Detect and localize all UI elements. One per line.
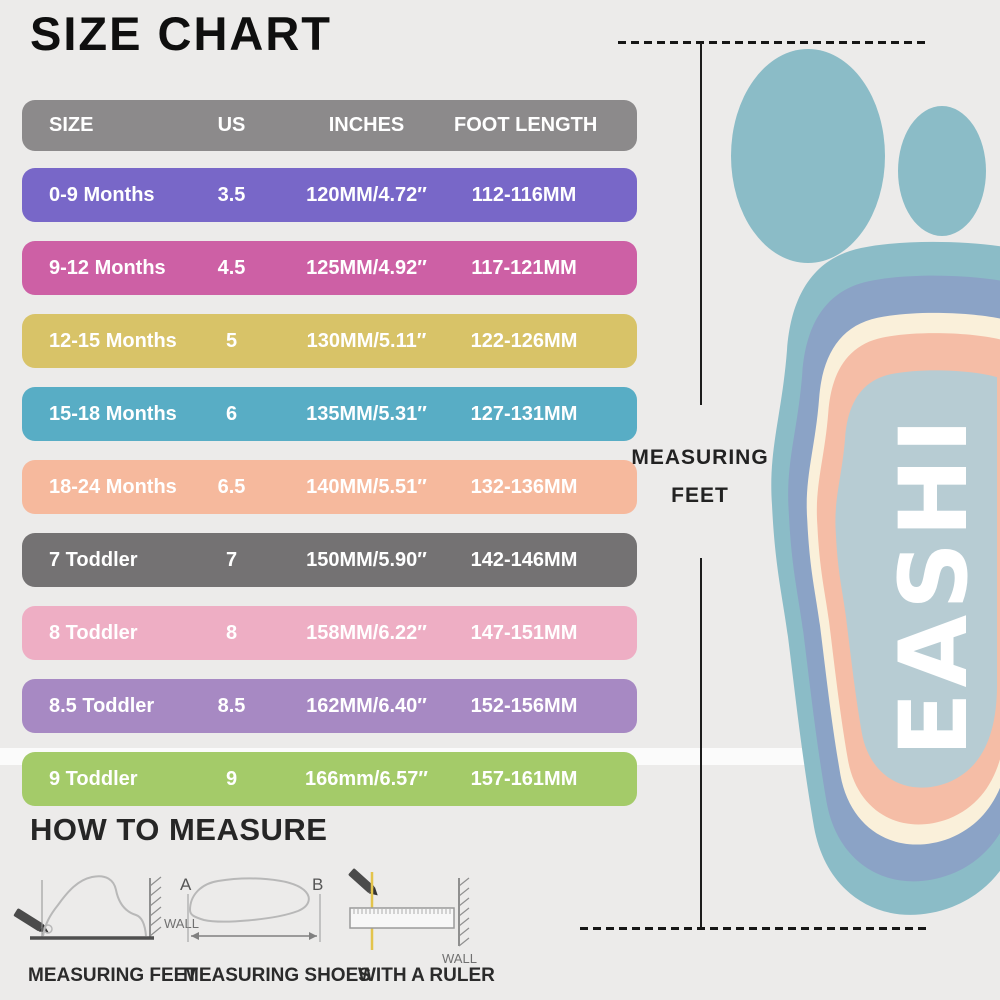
shoe-outline (188, 877, 310, 923)
pencil-icon (348, 868, 378, 896)
size-table: SIZE US INCHES FOOT LENGTH 0-9 Months 3.… (22, 100, 637, 825)
cell-inches: 120MM/4.72″ (306, 183, 427, 206)
foot-sole-graphic (731, 49, 1000, 915)
point-b-label: B (312, 875, 323, 894)
cell-size: 15-18 Months (49, 402, 177, 425)
cell-foot-length: 142-146MM (470, 548, 578, 571)
measure-line-upper (700, 43, 702, 405)
wall-hatch (458, 877, 470, 947)
cell-size: 7 Toddler (49, 548, 138, 571)
cell-us: 8.5 (217, 694, 246, 717)
cell-us: 3.5 (217, 183, 246, 206)
cell-us: 6 (225, 402, 238, 425)
page-title: SIZE CHART (30, 7, 332, 60)
cell-us: 8 (225, 621, 238, 644)
cell-us: 5 (225, 329, 238, 352)
foot-profile-outline (42, 875, 147, 937)
measuring-feet-caption-line2: FEET (671, 484, 729, 507)
ruler-ticks (353, 909, 451, 914)
size-table-rows: 0-9 Months 3.5 120MM/4.72″ 112-116MM 9-1… (22, 168, 637, 806)
table-row: 18-24 Months 6.5 140MM/5.51″ 132-136MM (22, 460, 637, 514)
cell-us: 7 (225, 548, 238, 571)
cell-us: 4.5 (217, 256, 246, 279)
table-row: 9-12 Months 4.5 125MM/4.92″ 117-121MM (22, 241, 637, 295)
table-row: 8.5 Toddler 8.5 162MM/6.40″ 152-156MM (22, 679, 637, 733)
table-row: 15-18 Months 6 135MM/5.31″ 127-131MM (22, 387, 637, 441)
cell-inches: 140MM/5.51″ (306, 475, 427, 498)
step-label-measuring-shoes: MEASURING SHOES (183, 965, 371, 986)
table-row: 7 Toddler 7 150MM/5.90″ 142-146MM (22, 533, 637, 587)
arrowhead-left (191, 932, 199, 940)
how-to-measure-heading: HOW TO MEASURE (30, 812, 328, 847)
table-row: 9 Toddler 9 166mm/6.57″ 157-161MM (22, 752, 637, 806)
header-foot-length: FOOT LENGTH (454, 114, 598, 136)
cell-us: 6.5 (217, 475, 246, 498)
cell-foot-length: 132-136MM (470, 475, 578, 498)
toe-detail (43, 924, 53, 934)
cell-size: 0-9 Months (49, 183, 155, 206)
measuring-feet-caption: MEASURING FEET (620, 446, 780, 508)
with-a-ruler-illustration: WALL (348, 868, 477, 966)
cell-foot-length: 157-161MM (470, 767, 578, 790)
big-toe-shape (731, 49, 885, 263)
ruler (349, 907, 455, 929)
dashed-line-top (618, 41, 930, 44)
point-a-label: A (180, 875, 192, 894)
small-toe-shape (898, 106, 986, 236)
cell-us: 9 (225, 767, 238, 790)
cell-foot-length: 112-116MM (471, 183, 577, 206)
table-header-row: SIZE US INCHES FOOT LENGTH (22, 100, 637, 151)
cell-size: 9 Toddler (49, 767, 138, 790)
cell-inches: 125MM/4.92″ (306, 256, 427, 279)
cell-inches: 130MM/5.11″ (306, 329, 427, 352)
cell-inches: 150MM/5.90″ (306, 548, 427, 571)
measuring-feet-caption-line1: MEASURING (631, 446, 769, 469)
step-label-with-a-ruler: WITH A RULER (358, 965, 495, 986)
table-row: 8 Toddler 8 158MM/6.22″ 147-151MM (22, 606, 637, 660)
cell-size: 8.5 Toddler (49, 694, 155, 717)
header-size: SIZE (49, 114, 94, 136)
measuring-shoes-illustration: A B (180, 875, 323, 942)
brand-watermark: EASHI (880, 413, 989, 757)
header-inches: INCHES (328, 114, 405, 136)
cell-inches: 162MM/6.40″ (306, 694, 427, 717)
cell-size: 9-12 Months (49, 256, 166, 279)
wall-label: WALL (164, 916, 199, 931)
wall-hatch (149, 876, 162, 937)
cell-foot-length: 122-126MM (470, 329, 578, 352)
cell-foot-length: 127-131MM (470, 402, 578, 425)
arrowhead-right (309, 932, 317, 940)
cell-foot-length: 117-121MM (471, 256, 577, 279)
cell-foot-length: 147-151MM (470, 621, 578, 644)
cell-size: 18-24 Months (49, 475, 177, 498)
measure-line-lower (700, 558, 702, 927)
measuring-feet-illustration: WALL (13, 875, 199, 940)
wall-label: WALL (442, 951, 477, 966)
step-label-measuring-feet: MEASURING FEET (28, 965, 198, 986)
cell-size: 8 Toddler (49, 621, 138, 644)
cell-inches: 135MM/5.31″ (306, 402, 427, 425)
cell-foot-length: 152-156MM (470, 694, 578, 717)
cell-size: 12-15 Months (49, 329, 177, 352)
table-row: 0-9 Months 3.5 120MM/4.72″ 112-116MM (22, 168, 637, 222)
cell-inches: 158MM/6.22″ (306, 621, 427, 644)
table-row: 12-15 Months 5 130MM/5.11″ 122-126MM (22, 314, 637, 368)
header-us: US (217, 114, 246, 136)
dashed-line-bottom (580, 927, 930, 930)
cell-inches: 166mm/6.57″ (305, 767, 428, 790)
